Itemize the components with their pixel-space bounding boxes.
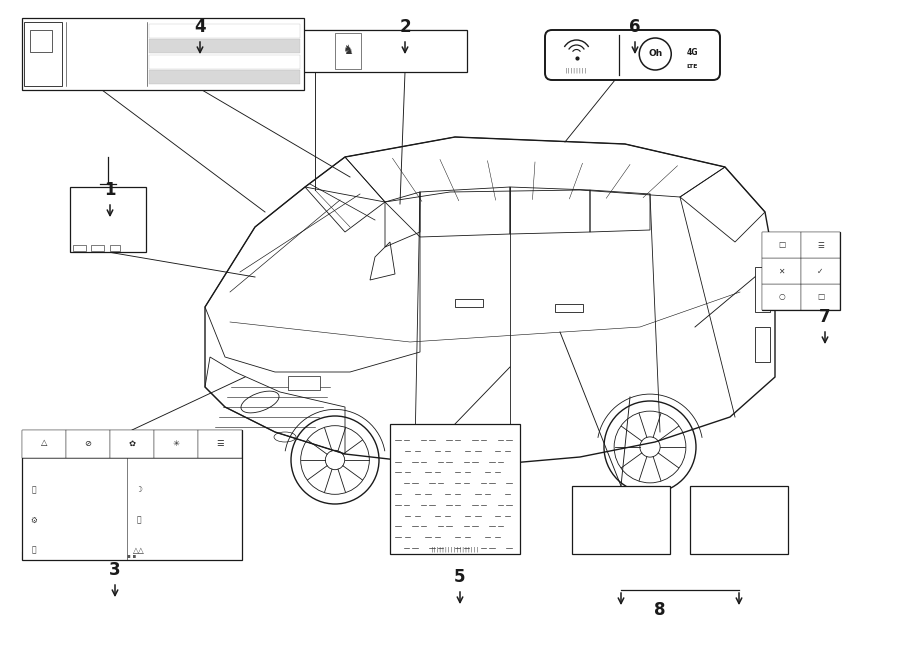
Text: ✿: ✿ <box>129 438 136 448</box>
Text: ✳: ✳ <box>173 438 179 448</box>
Bar <box>755 327 770 362</box>
Bar <box>288 376 320 390</box>
Bar <box>762 232 840 310</box>
Text: Oh: Oh <box>648 50 662 58</box>
Text: 1: 1 <box>104 181 116 199</box>
Bar <box>198 430 242 458</box>
Text: ♞: ♞ <box>342 44 354 58</box>
Bar <box>30 30 52 52</box>
Bar <box>22 18 304 90</box>
Text: △: △ <box>40 438 48 448</box>
Bar <box>149 23 300 38</box>
Bar <box>762 284 801 310</box>
Bar <box>801 284 840 310</box>
Text: 👤: 👤 <box>32 545 36 555</box>
Text: 2: 2 <box>400 18 410 36</box>
Bar <box>154 430 198 458</box>
Bar <box>73 245 86 251</box>
Text: □: □ <box>817 293 824 301</box>
Text: ✕: ✕ <box>778 267 785 275</box>
Text: ||||||||: |||||||| <box>565 68 588 73</box>
Text: |||||||||||||||||: ||||||||||||||||| <box>430 547 480 553</box>
Bar <box>572 486 670 554</box>
Bar <box>110 245 120 251</box>
Text: ☰: ☰ <box>817 240 824 250</box>
Bar <box>285 30 467 72</box>
Text: LTE: LTE <box>687 64 698 68</box>
Bar <box>801 258 840 284</box>
Text: 6: 6 <box>629 18 641 36</box>
Bar <box>22 552 242 560</box>
Bar <box>22 430 242 560</box>
Bar <box>149 70 300 84</box>
Bar <box>66 430 110 458</box>
Text: ⊘: ⊘ <box>85 438 92 448</box>
Bar <box>285 30 467 37</box>
Text: 🚗: 🚗 <box>137 516 141 524</box>
Bar <box>24 22 62 86</box>
Bar <box>70 187 146 252</box>
Bar <box>455 299 483 307</box>
Bar <box>110 430 154 458</box>
Text: ☰: ☰ <box>216 438 224 448</box>
Bar <box>762 258 801 284</box>
Text: 4: 4 <box>194 18 206 36</box>
Text: ✓: ✓ <box>817 267 824 275</box>
Bar <box>762 232 801 258</box>
Bar <box>801 232 840 258</box>
Text: 7: 7 <box>819 308 831 326</box>
Text: ▪ ▪: ▪ ▪ <box>128 553 137 559</box>
Bar <box>149 54 300 68</box>
Text: 4G: 4G <box>686 48 698 57</box>
Bar <box>22 430 66 458</box>
Text: △△: △△ <box>133 545 145 555</box>
Bar <box>755 267 770 312</box>
Bar <box>390 424 520 554</box>
Bar <box>149 39 300 53</box>
Text: 3: 3 <box>109 561 121 579</box>
Bar <box>690 486 788 554</box>
Bar <box>335 33 361 69</box>
Text: 8: 8 <box>654 601 666 619</box>
Text: ⚙: ⚙ <box>31 516 38 524</box>
FancyBboxPatch shape <box>545 30 720 80</box>
Bar <box>555 304 583 312</box>
Bar <box>91 245 104 251</box>
Text: ○: ○ <box>778 293 785 301</box>
Text: 5: 5 <box>454 568 466 586</box>
Text: □: □ <box>778 240 785 250</box>
Text: ☽: ☽ <box>136 485 142 495</box>
Text: 🔥: 🔥 <box>32 485 36 495</box>
